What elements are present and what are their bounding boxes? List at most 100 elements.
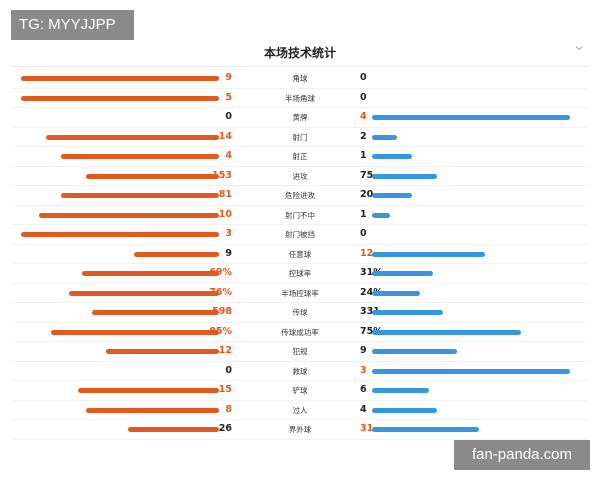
stats-header: 本场技术统计	[10, 40, 590, 67]
home-value: 0	[225, 364, 232, 376]
stat-label: 任意球	[288, 249, 312, 259]
stat-row: 69% 控球率 31%	[0, 264, 600, 284]
home-value: 15	[218, 384, 232, 395]
home-value: 10	[218, 208, 232, 220]
away-value: 12	[360, 247, 374, 259]
stat-label: 射门被挡	[285, 230, 315, 239]
away-value: 31	[360, 423, 374, 434]
away-bar	[372, 388, 430, 393]
home-bar	[127, 427, 219, 432]
home-bar	[133, 251, 219, 257]
home-bar	[106, 349, 219, 354]
stat-label: 过人	[292, 405, 308, 415]
stat-label: 射门	[292, 132, 308, 142]
page-title: 本场技术统计	[263, 46, 336, 60]
home-bar	[38, 212, 219, 218]
away-value: 24%	[360, 287, 383, 298]
away-value: 0	[360, 72, 367, 83]
stat-row: 26 界外球 31	[0, 420, 600, 440]
away-value: 75	[360, 169, 374, 181]
stat-label: 射正	[292, 152, 308, 161]
home-bar	[21, 232, 219, 237]
away-value: 0	[360, 228, 367, 239]
away-value: 20	[360, 189, 374, 200]
away-bar	[372, 251, 485, 257]
home-value: 9	[225, 247, 232, 259]
away-value: 9	[360, 345, 367, 356]
away-bar	[372, 115, 570, 120]
away-bar	[372, 310, 444, 315]
watermark-top: TG: MYYJJPP	[11, 10, 134, 40]
home-bar	[92, 310, 219, 315]
away-value: 1	[360, 208, 367, 220]
away-bar	[372, 368, 570, 374]
home-value: 85%	[209, 325, 232, 337]
stat-label: 角球	[292, 74, 308, 83]
home-value: 26	[218, 423, 232, 434]
home-bar	[45, 134, 219, 140]
away-value: 31%	[360, 267, 383, 278]
away-bar	[372, 329, 521, 335]
stat-row: 10 射门不中 1	[0, 206, 600, 226]
away-value: 0	[360, 91, 367, 103]
stat-label: 危险进攻	[285, 191, 315, 200]
away-value: 2	[360, 130, 367, 142]
away-value: 331	[360, 306, 380, 317]
stat-row: 85% 传球成功率 75%	[0, 323, 600, 343]
watermark-bottom: fan-panda.com	[454, 440, 590, 470]
away-bar	[372, 427, 479, 432]
home-value: 153	[212, 169, 232, 181]
stat-row: 9 任意球 12	[0, 245, 600, 265]
away-bar	[372, 349, 458, 354]
home-bar	[82, 271, 219, 276]
away-bar	[372, 407, 438, 413]
away-value: 4	[360, 111, 367, 122]
stat-row: 15 铲球 6	[0, 381, 600, 401]
away-value: 3	[360, 364, 367, 376]
away-bar	[372, 134, 397, 140]
stat-row: 14 射门 2	[0, 128, 600, 148]
stat-row: 153 进攻 75	[0, 167, 600, 187]
stat-row: 76% 半场控球率 24%	[0, 284, 600, 304]
away-bar	[372, 290, 420, 296]
away-bar	[372, 271, 434, 276]
home-value: 81	[218, 189, 232, 200]
stat-row: 12 犯规 9	[0, 342, 600, 362]
home-value: 5	[225, 91, 232, 103]
stat-row: 81 危险进攻 20	[0, 186, 600, 206]
stat-label: 黄牌	[292, 113, 308, 122]
away-bar	[372, 154, 412, 159]
stat-label: 进攻	[292, 171, 308, 181]
stat-label: 救球	[292, 366, 308, 376]
stat-row: 0 黄牌 4	[0, 108, 600, 128]
stat-label: 犯规	[292, 347, 308, 356]
stat-row: 9 角球 0	[0, 69, 600, 89]
home-bar	[21, 95, 219, 101]
home-bar	[60, 154, 219, 159]
stat-row: 598 传球 331	[0, 303, 600, 323]
home-value: 4	[225, 150, 232, 161]
home-value: 76%	[209, 286, 232, 298]
home-value: 69%	[209, 267, 232, 278]
chevron-down-icon[interactable]	[574, 43, 584, 53]
away-value: 4	[360, 403, 367, 415]
stat-row: 4 射正 1	[0, 147, 600, 167]
stat-label: 传球成功率	[281, 327, 319, 337]
stat-row: 3 射门被挡 0	[0, 225, 600, 245]
stat-row: 5 半场角球 0	[0, 89, 600, 109]
stat-label: 铲球	[292, 386, 308, 395]
home-value: 12	[218, 345, 232, 356]
stat-label: 界外球	[288, 425, 312, 434]
stat-label: 控球率	[288, 269, 312, 278]
away-value: 75%	[360, 326, 383, 337]
home-value: 598	[212, 306, 232, 317]
home-value: 3	[225, 228, 232, 239]
away-bar	[372, 212, 390, 218]
home-bar	[68, 290, 219, 296]
stat-label: 半场角球	[285, 93, 315, 103]
home-bar	[86, 173, 219, 179]
home-value: 8	[225, 403, 232, 415]
home-bar	[60, 193, 219, 198]
away-value: 6	[360, 384, 367, 395]
away-value: 1	[360, 150, 367, 161]
